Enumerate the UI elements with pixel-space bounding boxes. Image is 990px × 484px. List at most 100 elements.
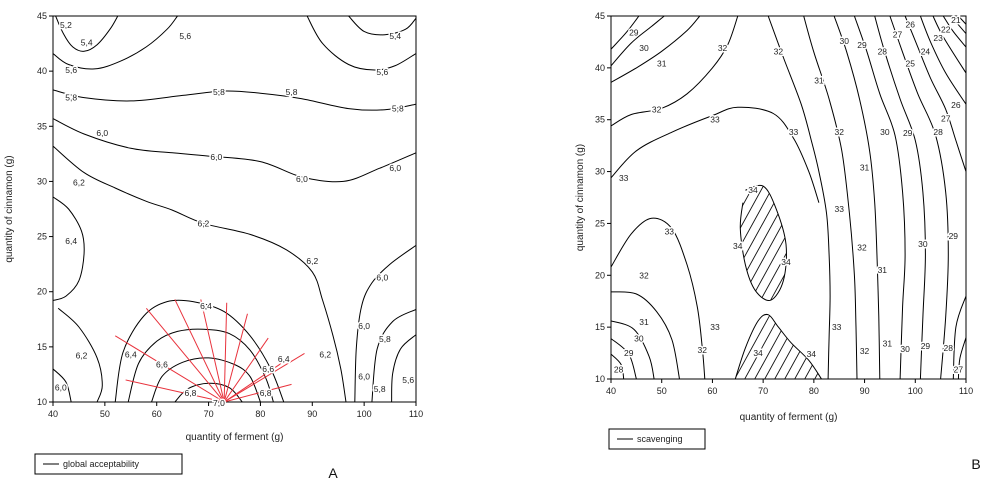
contour-line	[611, 16, 701, 83]
contour-label: 5,6	[65, 65, 77, 75]
y-tick-label: 45	[595, 11, 605, 21]
contour-line	[151, 357, 261, 402]
contour-label: 31	[814, 75, 824, 85]
contour-line	[371, 308, 416, 402]
contour-label: 6,6	[262, 364, 274, 374]
contour-label: 5,8	[374, 384, 386, 394]
y-tick-label: 40	[37, 66, 47, 76]
contour-label: 29	[903, 128, 913, 138]
x-tick-label: 40	[606, 386, 616, 396]
contour-line	[55, 16, 119, 52]
contour-label: 32	[860, 346, 870, 356]
contour-line	[919, 16, 966, 105]
contour-label: 6,0	[296, 174, 308, 184]
contour-line	[53, 196, 85, 301]
hatch-line	[740, 185, 764, 301]
contour-label: 26	[905, 19, 915, 29]
panel-letter: A	[328, 465, 338, 481]
contour-line	[306, 16, 416, 71]
x-tick-label: 60	[707, 386, 717, 396]
contour-label: 6,2	[319, 350, 331, 360]
contour-label: 30	[840, 36, 850, 46]
contour-label: 32	[652, 104, 662, 114]
contour-label: 6,2	[306, 256, 318, 266]
contour-label: 28	[614, 365, 624, 375]
contour-line	[767, 16, 831, 379]
contour-label: 6,0	[210, 152, 222, 162]
contour-line	[952, 295, 966, 379]
contour-label: 22	[941, 24, 951, 34]
x-tick-label: 70	[758, 386, 768, 396]
hatch-line	[770, 185, 787, 301]
highlight-ray	[200, 299, 225, 402]
contour-label: 32	[774, 46, 784, 56]
contour-label: 6,8	[185, 388, 197, 398]
legend-label: global acceptability	[63, 459, 140, 469]
highlight-ray	[114, 335, 225, 402]
contour-label: 23	[933, 33, 943, 43]
contour-label: 28	[878, 46, 888, 56]
contour-label: 6,4	[200, 301, 212, 311]
legend-box	[608, 428, 706, 450]
contour-label: 31	[878, 265, 888, 275]
contour-line	[904, 16, 966, 172]
contour-line	[611, 16, 665, 67]
y-tick-label: 25	[595, 218, 605, 228]
contour-label: 31	[883, 339, 893, 349]
highlight-ray	[224, 383, 292, 402]
legend: global acceptability	[34, 453, 183, 475]
contour-label: 33	[832, 322, 842, 332]
contour-lines	[611, 16, 966, 379]
contour-label: 7,0	[213, 398, 225, 408]
x-axis-title: quantity of ferment (g)	[740, 412, 838, 423]
highlight-ray	[223, 353, 305, 402]
y-tick-label: 25	[37, 232, 47, 242]
contour-line	[874, 16, 926, 379]
contour-label: 6,4	[65, 236, 77, 246]
contour-line	[354, 244, 416, 402]
contour-label: 32	[639, 270, 649, 280]
contour-label: 6,0	[376, 272, 388, 282]
contour-line	[958, 16, 966, 25]
contour-label: 33	[710, 115, 720, 125]
contour-line	[833, 16, 881, 379]
contour-label: 30	[634, 334, 644, 344]
contour-label: 34	[781, 257, 791, 267]
contour-label: 34	[753, 348, 763, 358]
contour-line	[611, 353, 625, 379]
contour-label: 26	[951, 100, 961, 110]
contour-label: 5,4	[389, 31, 401, 41]
contour-label: 5,8	[286, 87, 298, 97]
y-tick-label: 20	[37, 287, 47, 297]
highlight-ray	[223, 362, 282, 402]
contour-label: 29	[624, 348, 634, 358]
contour-line	[889, 16, 949, 379]
contour-line	[739, 184, 787, 302]
x-tick-label: 40	[48, 409, 58, 419]
x-tick-label: 80	[255, 409, 265, 419]
x-tick-label: 110	[409, 409, 423, 419]
hatch-line	[740, 185, 787, 301]
contour-label: 32	[698, 345, 708, 355]
contour-label: 25	[905, 59, 915, 69]
x-tick-label: 50	[657, 386, 667, 396]
contour-label: 5,4	[81, 37, 93, 47]
contour-label: 6,0	[358, 372, 370, 382]
highlight-ray	[223, 302, 228, 402]
contour-line	[611, 16, 739, 127]
contour-line	[611, 217, 706, 379]
highlight-ray	[223, 337, 269, 402]
contour-label: 6,0	[96, 128, 108, 138]
contour-labels: 5,2 5,4 5,6 5,6 5,8 5,8 5,8 5,8 5,4 5,6 6,0 6,0 6,0 6…	[53, 18, 416, 409]
contour-label: 5,2	[60, 20, 72, 30]
contour-label: 34	[733, 241, 743, 251]
contour-line	[114, 299, 285, 402]
contour-lines	[53, 16, 416, 402]
y-tick-label: 10	[595, 374, 605, 384]
chart-panel-a: 5,2 5,4 5,6 5,6 5,8 5,8 5,8 5,8 5,4 5,6 6,0 6,0 6,0 6…	[4, 11, 423, 481]
contour-label: 6,4	[278, 354, 290, 364]
contour-label: 31	[860, 162, 870, 172]
hatch-line	[744, 314, 781, 379]
contour-label: 33	[665, 227, 675, 237]
contour-line	[942, 16, 966, 48]
